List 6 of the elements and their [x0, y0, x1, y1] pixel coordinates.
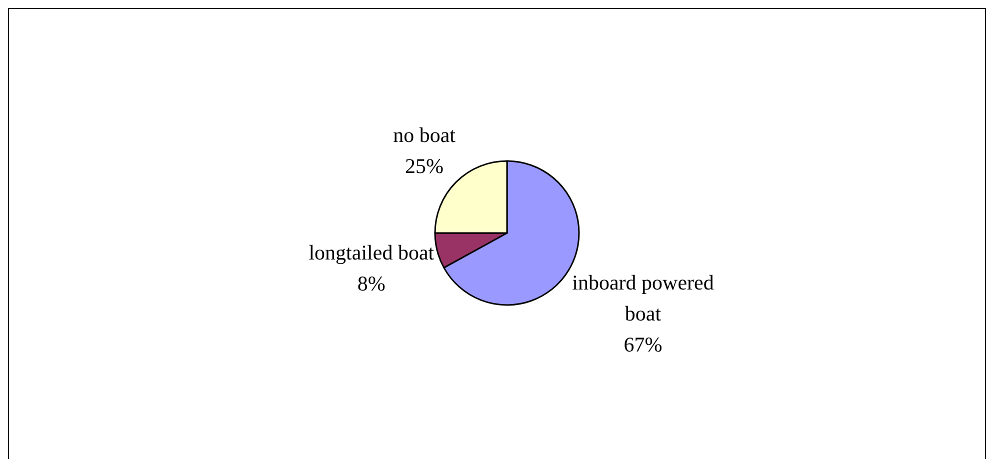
data-label: 8% [357, 271, 386, 296]
slice-label: no boat [393, 122, 456, 147]
data-label: 67% [624, 332, 662, 356]
slice-label: inboard powered boat [572, 270, 714, 326]
slice-label: longtailed boat [308, 240, 434, 264]
data-label: 25% [405, 154, 444, 178]
